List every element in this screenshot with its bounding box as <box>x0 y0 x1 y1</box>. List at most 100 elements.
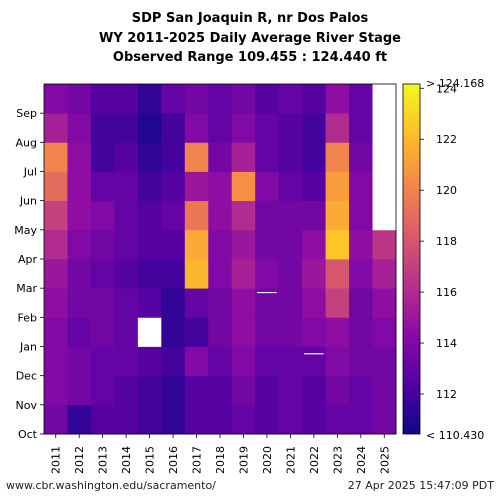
heatmap-cell <box>114 317 139 347</box>
heatmap-cell <box>44 171 68 202</box>
heatmap-cell <box>255 288 280 318</box>
heatmap-cell <box>208 113 233 143</box>
y-tick-label: Feb <box>18 311 37 324</box>
x-tick-label: 2022 <box>308 446 321 474</box>
heatmap-cell <box>372 171 397 202</box>
heatmap-cell <box>278 404 303 435</box>
heatmap-cell <box>67 259 92 289</box>
heatmap-cell <box>231 200 256 231</box>
heatmap-cell <box>278 113 303 143</box>
heatmap-cell <box>255 171 280 202</box>
heatmap-cell <box>90 375 115 406</box>
heatmap-cell <box>255 259 280 289</box>
heatmap-cell <box>302 113 326 143</box>
heatmap-cell <box>349 113 373 143</box>
heatmap-cell <box>114 200 139 231</box>
heatmap-cell <box>231 142 256 172</box>
colorbar-tick-label: 114 <box>436 337 457 350</box>
footer-timestamp: 27 Apr 2025 15:47:09 PDT <box>347 479 494 492</box>
heatmap-cell <box>184 317 209 347</box>
heatmap-cell <box>372 259 397 289</box>
heatmap-cell <box>184 259 209 289</box>
heatmap-cell <box>349 317 373 347</box>
heatmap-cell <box>278 200 303 231</box>
heatmap-cell <box>137 288 162 318</box>
heatmap-cell <box>44 317 68 347</box>
heatmap-cell <box>278 229 303 260</box>
heatmap-cell <box>302 171 326 202</box>
heatmap-cell <box>114 113 139 143</box>
x-tick-label: 2019 <box>237 446 250 474</box>
heatmap-cell <box>302 288 326 318</box>
heatmap-cell <box>90 171 115 202</box>
heatmap-cell <box>114 259 139 289</box>
colorbar-tick-label: 124 <box>436 82 457 95</box>
heatmap-cell <box>161 200 186 231</box>
heatmap-cell <box>302 200 326 231</box>
heatmap-cell <box>231 259 256 289</box>
footer-source-link[interactable]: www.cbr.washington.edu/sacramento/ <box>6 479 216 492</box>
heatmap-cell <box>114 404 139 435</box>
heatmap-cell <box>161 171 186 202</box>
heatmap-cell <box>90 317 115 347</box>
heatmap-cell <box>349 404 373 435</box>
heatmap-cell <box>255 404 280 435</box>
heatmap-cell <box>231 288 256 318</box>
y-tick-label: May <box>14 224 37 237</box>
heatmap-cell <box>161 84 186 114</box>
heatmap-cell <box>90 259 115 289</box>
heatmap-cell <box>208 142 233 172</box>
heatmap-cell <box>349 200 373 231</box>
heatmap-cell <box>137 346 162 377</box>
heatmap-cell <box>208 317 233 347</box>
heatmap-cell <box>325 317 350 347</box>
heatmap-cell <box>184 113 209 143</box>
heatmap-cell <box>44 375 68 406</box>
colorbar: 112 114 116 118 120 122 124> 124.168 < 110.430 <box>402 77 484 442</box>
heatmap-cell <box>231 404 256 435</box>
heatmap-cell <box>67 346 92 377</box>
heatmap-cell <box>278 259 303 289</box>
colorbar-max-label: > 124.168 <box>426 77 484 90</box>
heatmap-cell <box>184 404 209 435</box>
heatmap-cell <box>255 113 280 143</box>
heatmap-cell <box>67 375 92 406</box>
heatmap-cell <box>349 229 373 260</box>
x-tick-label: 2021 <box>284 446 297 474</box>
heatmap-cell <box>137 84 162 114</box>
heatmap-cell <box>44 404 68 435</box>
heatmap-cell <box>231 229 256 260</box>
heatmap-cell <box>137 317 162 347</box>
heatmap-cell <box>349 171 373 202</box>
x-tick-label: 2018 <box>214 446 227 474</box>
y-tick-label: Mar <box>16 282 37 295</box>
heatmap-cell <box>114 288 139 318</box>
heatmap-cell <box>90 84 115 114</box>
chart-title-line2: WY 2011-2025 Daily Average River Stage <box>99 31 401 46</box>
heatmap-cell <box>161 259 186 289</box>
y-tick-label: Apr <box>18 253 38 266</box>
heatmap-cell <box>114 229 139 260</box>
heatmap-cell <box>161 404 186 435</box>
heatmap-cell <box>278 346 303 377</box>
y-tick-label: Jun <box>19 195 37 208</box>
heatmap-cell <box>184 346 209 377</box>
heatmap-cell <box>90 229 115 260</box>
colorbar-tick-label: 116 <box>436 286 457 299</box>
heatmap-cell <box>161 375 186 406</box>
heatmap-cell <box>161 142 186 172</box>
x-tick-label: 2015 <box>144 446 157 474</box>
heatmap-cell <box>161 288 186 318</box>
heatmap-cell <box>67 171 92 202</box>
heatmap-cell <box>161 229 186 260</box>
x-tick-label: 2025 <box>378 446 391 474</box>
heatmap-cell <box>325 113 350 143</box>
heatmap-cell <box>90 142 115 172</box>
y-tick-label: Dec <box>16 370 37 383</box>
heatmap-cell <box>67 200 92 231</box>
heatmap-cell <box>325 404 350 435</box>
heatmap-cell <box>231 171 256 202</box>
y-tick-label: Nov <box>16 399 38 412</box>
heatmap-cell <box>208 346 233 377</box>
heatmap-cell <box>325 200 350 231</box>
